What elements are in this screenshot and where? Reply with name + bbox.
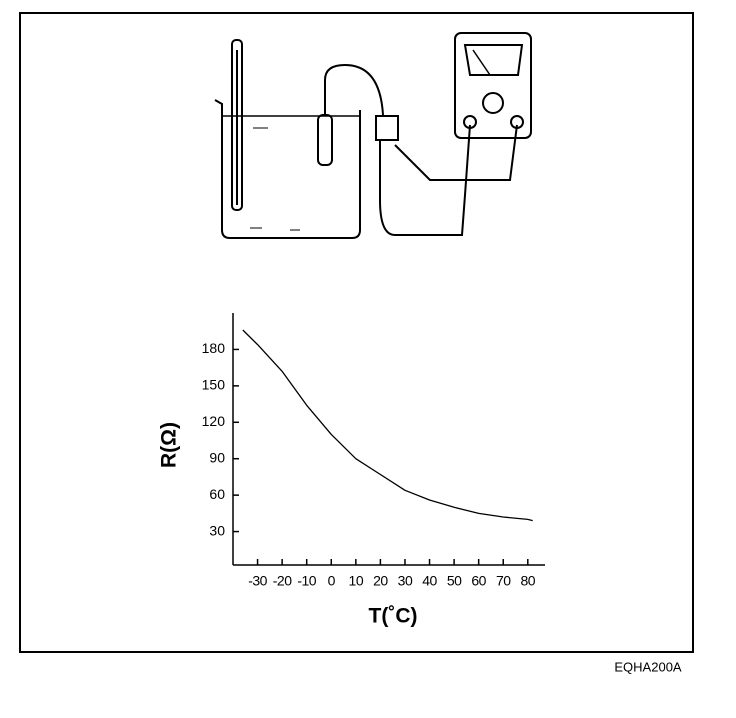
y-tick-label: 60 bbox=[209, 486, 225, 502]
x-tick-label: 30 bbox=[398, 573, 413, 589]
y-axis-label: R(Ω) bbox=[158, 422, 181, 468]
x-tick-label: 10 bbox=[349, 573, 364, 589]
y-tick-label: 90 bbox=[209, 449, 225, 465]
x-tick-label: 0 bbox=[328, 573, 336, 589]
x-tick-label: -30 bbox=[248, 573, 267, 589]
x-tick-label: 80 bbox=[521, 573, 536, 589]
x-tick-label: 70 bbox=[496, 573, 511, 589]
figure-code: EQHA200A bbox=[614, 659, 682, 674]
y-tick-label: 30 bbox=[209, 522, 225, 538]
x-tick-label: -10 bbox=[297, 573, 316, 589]
x-tick-label: 20 bbox=[373, 573, 388, 589]
x-tick-label: -20 bbox=[273, 573, 292, 589]
y-tick-label: 120 bbox=[202, 413, 226, 429]
y-tick-label: 150 bbox=[202, 377, 226, 393]
chart: 30 60 90 120 150 180 -30 -20 -10 0 10 20 30 40 50 60 70 8… bbox=[158, 313, 545, 628]
data-line bbox=[242, 329, 533, 522]
frame bbox=[19, 12, 694, 653]
x-tick-label: 40 bbox=[422, 573, 437, 589]
x-axis-label: T(˚C) bbox=[369, 605, 418, 628]
y-tick-label: 180 bbox=[202, 340, 226, 356]
x-tick-label: 50 bbox=[447, 573, 462, 589]
x-tick-label: 60 bbox=[471, 573, 486, 589]
test-setup-illustration bbox=[214, 32, 532, 239]
